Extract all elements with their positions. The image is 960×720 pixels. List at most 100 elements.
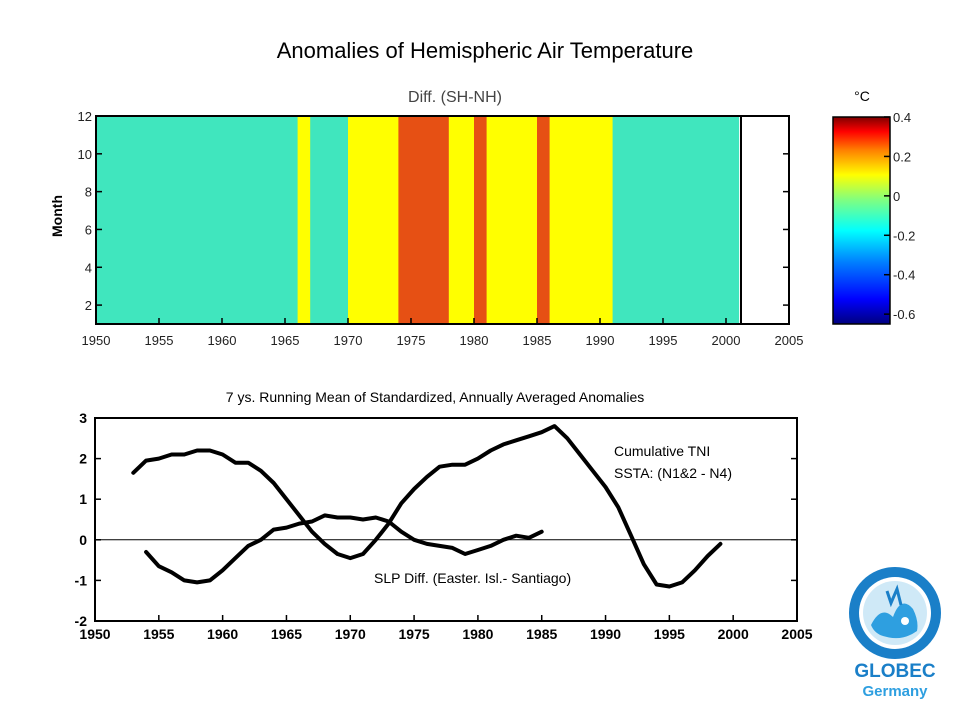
heatmap-cell (663, 116, 677, 324)
heatmap-y-tick-label: 4 (85, 260, 92, 275)
series-line-slp (144, 513, 544, 585)
line-chart-x-tick-label: 1950 (79, 626, 110, 642)
heatmap-cell (587, 116, 601, 324)
heatmap-cell (272, 116, 286, 324)
heatmap-cell (196, 116, 210, 324)
line-chart-y-tick-label: -1 (75, 572, 88, 588)
heatmap-x-tick-label: 1950 (82, 333, 111, 348)
heatmap-cell (146, 116, 160, 324)
line-chart-x-tick-label: 1965 (271, 626, 302, 642)
line-chart-x-ticks: 1950 1955 1960 1965 1970 1975 1980 1985 1990 1995… (79, 615, 813, 642)
colorbar-tick-label: 0.2 (893, 149, 911, 164)
line-series (131, 424, 723, 589)
colorbar-unit: °C (854, 88, 870, 104)
heatmap-ylabel: Month (49, 195, 65, 237)
heatmap-cell (133, 116, 147, 324)
heatmap-cell (549, 116, 563, 324)
line-chart-x-tick-label: 1995 (654, 626, 685, 642)
heatmap-x-tick-label: 1985 (523, 333, 552, 348)
heatmap-no-data-area (741, 116, 789, 324)
heatmap-cell (222, 116, 236, 324)
heatmap-x-tick-label: 1995 (649, 333, 678, 348)
series-line-tni (131, 424, 723, 589)
heatmap-cell (562, 116, 576, 324)
heatmap-cell (234, 116, 248, 324)
logo-text-line1: GLOBEC (854, 661, 936, 682)
heatmap-cell (612, 116, 626, 324)
heatmap-cell (713, 116, 727, 324)
line-chart-x-tick-label: 1980 (462, 626, 493, 642)
heatmap-title: Diff. (SH-NH) (408, 89, 502, 106)
colorbar-ticks: 0.4 0.2 0 -0.2 -0.4 -0.6 (884, 110, 915, 322)
globec-logo: GLOBEC Germany (849, 567, 941, 700)
colorbar-tick-label: -0.6 (893, 307, 915, 322)
heatmap-cell (247, 116, 261, 324)
heatmap-cell (461, 116, 475, 324)
heatmap-cells (96, 116, 740, 324)
heatmap-x-tick-label: 1960 (208, 333, 237, 348)
heatmap-x-tick-label: 2000 (712, 333, 741, 348)
line-chart-y-tick-label: -2 (75, 613, 88, 629)
heatmap-cell (675, 116, 689, 324)
line-chart-x-tick-label: 1975 (399, 626, 430, 642)
heatmap-cell (511, 116, 525, 324)
heatmap-x-tick-label: 1975 (397, 333, 426, 348)
heatmap-cell (448, 116, 462, 324)
heatmap-x-tick-label: 1990 (586, 333, 615, 348)
heatmap-y-tick-label: 6 (85, 222, 92, 237)
heatmap-cell (436, 116, 450, 324)
heatmap-cell (209, 116, 223, 324)
heatmap-y-ticks: 2 4 6 8 10 12 (78, 109, 789, 313)
line-chart-y-tick-label: 0 (79, 532, 87, 548)
line-chart-y-tick-label: 1 (79, 491, 87, 507)
heatmap-cell (108, 116, 122, 324)
line-chart-frame (94, 417, 798, 622)
logo-eye-icon (901, 617, 909, 625)
heatmap-cell (184, 116, 198, 324)
heatmap-cell (171, 116, 185, 324)
colorbar-tick-label: 0 (893, 189, 900, 204)
series-label-slp: SLP Diff. (Easter. Isl.- Santiago) (374, 570, 571, 586)
heatmap-cell (486, 116, 500, 324)
colorbar (832, 116, 891, 325)
heatmap-x-tick-label: 2005 (775, 333, 804, 348)
heatmap-cell (637, 116, 651, 324)
colorbar-tick-label: -0.2 (893, 228, 915, 243)
heatmap-cell (700, 116, 714, 324)
line-chart-x-tick-label: 2000 (718, 626, 749, 642)
heatmap-cell (348, 116, 362, 324)
heatmap-frame (95, 115, 790, 325)
heatmap-cell (524, 116, 538, 324)
heatmap-cell (121, 116, 135, 324)
heatmap-cell (688, 116, 702, 324)
logo-text-line2: Germany (862, 683, 928, 700)
line-chart-y-tick-label: 3 (79, 410, 87, 426)
heatmap-cell (574, 116, 588, 324)
line-chart-x-tick-label: 1970 (335, 626, 366, 642)
heatmap-cell (726, 116, 740, 324)
heatmap-cell (322, 116, 336, 324)
heatmap-cell (537, 116, 551, 324)
heatmap-cell (259, 116, 273, 324)
heatmap-cell (600, 116, 614, 324)
heatmap-cell (499, 116, 513, 324)
heatmap-cell (650, 116, 664, 324)
line-chart-x-tick-label: 1960 (207, 626, 238, 642)
heatmap-cell (385, 116, 399, 324)
heatmap-cell (310, 116, 324, 324)
heatmap-x-tick-label: 1955 (145, 333, 174, 348)
heatmap-cell (159, 116, 173, 324)
line-chart-x-tick-label: 1990 (590, 626, 621, 642)
page-title: Anomalies of Hemispheric Air Temperature (276, 38, 694, 63)
logo-fish-icon (871, 603, 918, 639)
colorbar-tick-label: -0.4 (893, 268, 915, 283)
heatmap-x-tick-label: 1980 (460, 333, 489, 348)
heatmap-cell (625, 116, 639, 324)
heatmap-cell (360, 116, 374, 324)
series-label-tni-line1: Cumulative TNI (614, 443, 710, 459)
heatmap-y-tick-label: 12 (78, 109, 92, 124)
line-chart-x-tick-label: 2005 (781, 626, 812, 642)
line-chart-y-tick-label: 2 (79, 451, 87, 467)
heatmap-cell (474, 116, 488, 324)
